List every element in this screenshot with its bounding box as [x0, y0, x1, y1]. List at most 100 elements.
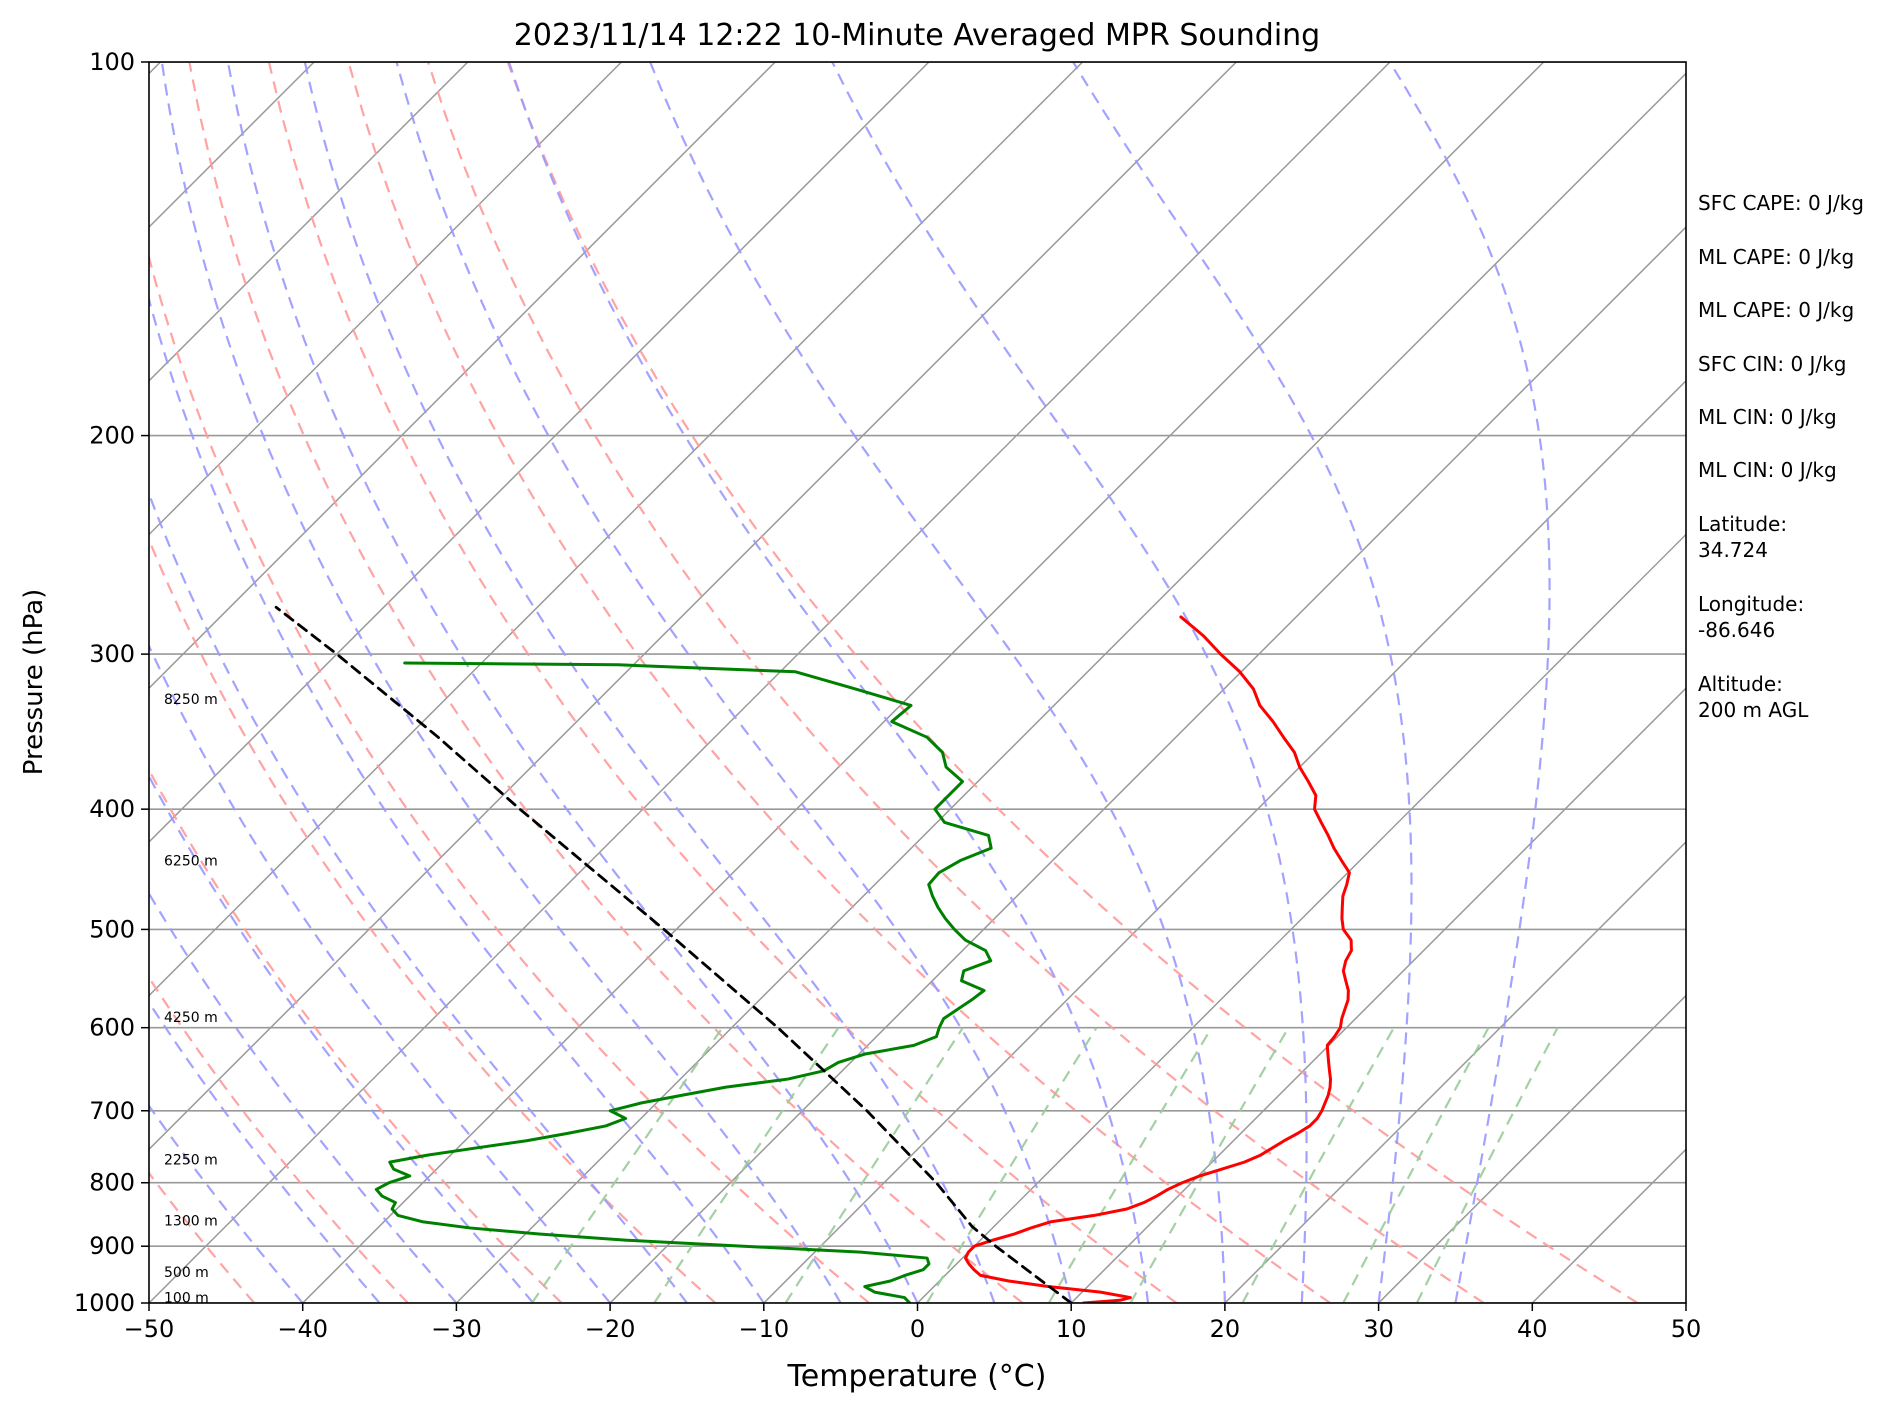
- height-label: 1300 m: [164, 1213, 218, 1229]
- ml-cin-text-2: ML CIN: 0 J/kg: [1698, 458, 1837, 482]
- moist-adiabat-line: [1072, 62, 1413, 1303]
- x-tick-label: −10: [738, 1315, 789, 1343]
- x-tick-label: 0: [910, 1315, 925, 1343]
- y-axis-label: Pressure (hPa): [19, 589, 49, 776]
- y-tick-label: 500: [89, 915, 135, 943]
- dry-adiabat-line: [188, 62, 1024, 1303]
- x-tick-label: −20: [585, 1315, 636, 1343]
- mixing-ratio-lines: [531, 1027, 1559, 1303]
- isotherm-line: [149, 62, 930, 843]
- isotherm-line: [149, 62, 469, 382]
- mixing-ratio-line: [784, 1027, 964, 1303]
- dry-adiabat-line: [347, 62, 1331, 1303]
- parcel-path-line: [274, 605, 1073, 1303]
- isotherm-line: [1070, 687, 1686, 1303]
- mixing-ratio-line: [531, 1027, 724, 1303]
- mixing-ratio-line: [1241, 1027, 1395, 1303]
- moist-adiabat-line: [160, 62, 842, 1303]
- altitude-label: Altitude:: [1698, 672, 1783, 696]
- isobar-grid: [149, 62, 1686, 1303]
- y-tick-label: 400: [89, 795, 135, 823]
- isotherm-line: [455, 72, 1686, 1303]
- x-tick-label: −30: [431, 1315, 482, 1343]
- isotherm-line: [1224, 840, 1686, 1303]
- y-tick-label: 800: [89, 1169, 135, 1197]
- y-tick-label: 1000: [74, 1289, 135, 1317]
- latitude-value: 34.724: [1698, 538, 1768, 562]
- altitude-value: 200 m AGL: [1698, 698, 1809, 722]
- x-tick-label: 10: [1056, 1315, 1087, 1343]
- dry-adiabat-line: [267, 62, 1178, 1303]
- mixing-ratio-line: [925, 1027, 1098, 1303]
- x-tick-label: 40: [1517, 1315, 1548, 1343]
- x-tick-label: 20: [1210, 1315, 1241, 1343]
- x-tick-label: −50: [124, 1315, 175, 1343]
- moist-adiabat-line: [149, 490, 688, 1303]
- isotherm-line: [149, 62, 776, 690]
- isotherm-grid: [149, 62, 1686, 1303]
- isotherm-line: [916, 533, 1686, 1303]
- moist-adiabat-line: [395, 62, 1073, 1303]
- moist-adiabat-line: [149, 295, 765, 1303]
- x-tick-label: 30: [1363, 1315, 1394, 1343]
- moist-adiabat-line: [149, 891, 458, 1303]
- y-axis-ticks: 1000 900 800 700 600 500 400 300 200 100: [74, 48, 149, 1317]
- sounding-traces: [274, 605, 1353, 1303]
- x-tick-label: −40: [277, 1315, 328, 1343]
- x-axis-label: Temperature (°C): [787, 1359, 1047, 1394]
- y-tick-label: 300: [89, 640, 135, 668]
- height-label: 2250 m: [164, 1152, 218, 1168]
- isotherm-line: [763, 379, 1686, 1303]
- y-tick-label: 200: [89, 422, 135, 450]
- dry-adiabat-line: [149, 767, 563, 1303]
- ml-cape-text-2: ML CAPE: 0 J/kg: [1698, 298, 1854, 322]
- isotherm-line: [149, 62, 1084, 997]
- dry-adiabat-line: [427, 62, 1485, 1303]
- y-tick-label: 600: [89, 1014, 135, 1042]
- sfc-cin-text: SFC CIN: 0 J/kg: [1698, 352, 1846, 376]
- height-label: 6250 m: [164, 854, 218, 870]
- height-label: 8250 m: [164, 692, 218, 708]
- dry-adiabats: [149, 62, 1639, 1303]
- height-labels: 100 m 500 m 1300 m 2250 m 4250 m 6250 m 8250 m: [164, 692, 218, 1307]
- sfc-cape-text: SFC CAPE: 0 J/kg: [1698, 191, 1864, 215]
- dewpoint-line: [374, 661, 993, 1303]
- y-tick-label: 700: [89, 1097, 135, 1125]
- moist-adiabat-line: [226, 62, 919, 1303]
- isotherm-line: [149, 62, 623, 536]
- plot-area: [149, 62, 1686, 1303]
- isotherm-line: [1378, 994, 1686, 1303]
- dry-adiabat-line: [506, 62, 1639, 1303]
- height-label: 100 m: [164, 1291, 209, 1307]
- temperature-line: [964, 615, 1353, 1303]
- mixing-ratio-line: [653, 1027, 840, 1303]
- moist-adiabat-line: [303, 62, 996, 1303]
- mixing-ratio-line: [1129, 1027, 1290, 1303]
- height-label: 4250 m: [164, 1010, 218, 1026]
- mixing-ratio-line: [1342, 1027, 1490, 1303]
- ml-cin-text: ML CIN: 0 J/kg: [1698, 405, 1837, 429]
- moist-adiabat-line: [1388, 62, 1551, 1303]
- latitude-label: Latitude:: [1698, 512, 1787, 536]
- dry-adiabat-line: [149, 253, 870, 1303]
- mixing-ratio-line: [1047, 1027, 1213, 1303]
- height-label: 500 m: [164, 1265, 209, 1281]
- x-tick-label: 50: [1671, 1315, 1702, 1343]
- moist-adiabat-line: [831, 62, 1308, 1303]
- y-tick-label: 100: [89, 48, 135, 76]
- side-panel: SFC CAPE: 0 J/kg ML CAPE: 0 J/kg ML CAPE…: [1698, 191, 1864, 722]
- moist-adiabat-line: [507, 62, 1150, 1303]
- isotherm-line: [149, 62, 1237, 1151]
- isotherm-line: [302, 62, 1545, 1303]
- mixing-ratio-line: [1415, 1027, 1559, 1303]
- moist-adiabat-line: [649, 62, 1226, 1303]
- chart-title: 2023/11/14 12:22 10-Minute Averaged MPR …: [514, 18, 1320, 53]
- longitude-label: Longitude:: [1698, 592, 1804, 616]
- dry-adiabat-line: [149, 537, 717, 1303]
- ml-cape-text: ML CAPE: 0 J/kg: [1698, 245, 1854, 269]
- y-tick-label: 900: [89, 1232, 135, 1260]
- moist-adiabats: [149, 62, 1551, 1303]
- isotherm-line: [609, 226, 1686, 1303]
- longitude-value: -86.646: [1698, 618, 1775, 642]
